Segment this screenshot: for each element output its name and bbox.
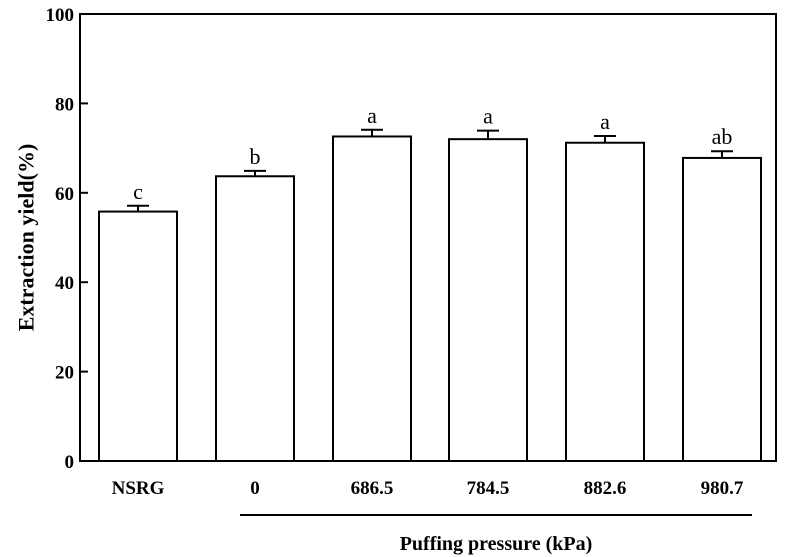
x-tick-label: 784.5 (467, 478, 510, 499)
y-tick-label: 0 (65, 452, 75, 473)
y-tick-label: 80 (55, 94, 74, 115)
x-tick-label: 980.7 (701, 478, 744, 499)
bar (448, 138, 528, 462)
significance-letter: a (600, 109, 610, 134)
significance-letter: ab (712, 124, 733, 149)
bar (682, 156, 762, 463)
y-tick-label: 20 (55, 363, 74, 384)
bar (565, 141, 645, 462)
y-axis: 0 20 40 60 80 100 (46, 5, 88, 473)
significance-letter: a (367, 103, 377, 128)
y-tick-label: 40 (55, 273, 74, 294)
x-tick-label: 0 (250, 478, 260, 499)
x-tick-label: 686.5 (351, 478, 394, 499)
y-tick-label: 60 (55, 184, 74, 205)
x-tick-label: NSRG (112, 478, 165, 499)
significance-letter: b (250, 144, 261, 169)
significance-letter: c (133, 179, 143, 204)
bar (215, 175, 295, 463)
bar (98, 210, 178, 462)
bars-layer: c b a a a ab (98, 103, 762, 463)
bar (332, 135, 412, 462)
plot-frame (79, 13, 777, 462)
y-axis-title: Extraction yield(%) (14, 144, 39, 332)
y-tick-label: 100 (46, 5, 75, 26)
group-axis-title: Puffing pressure (kPa) (400, 533, 593, 555)
x-axis: NSRG 0 686.5 784.5 882.6 980.7 (112, 478, 744, 499)
significance-letter: a (483, 104, 493, 129)
x-tick-label: 882.6 (584, 478, 627, 499)
